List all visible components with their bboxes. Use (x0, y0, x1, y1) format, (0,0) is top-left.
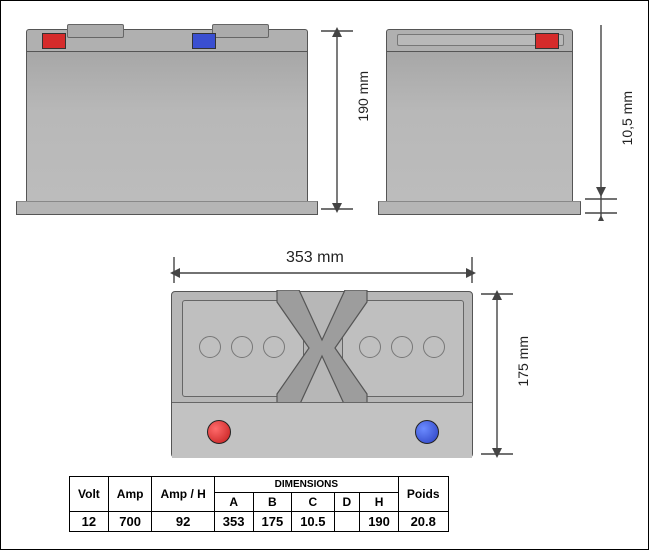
front-view-foot (16, 201, 318, 215)
side-view-cap (386, 29, 573, 52)
val-amp: 700 (108, 512, 152, 532)
col-D: D (334, 493, 360, 512)
val-volt: 12 (70, 512, 109, 532)
topview-depth-label: 175 mm (515, 336, 531, 387)
col-C: C (292, 493, 334, 512)
front-view-cap (26, 29, 308, 52)
col-poids: Poids (398, 477, 448, 512)
top-view-vents-left (194, 336, 290, 363)
top-view-body (171, 291, 473, 458)
front-neg-terminal (192, 33, 216, 49)
val-A: 353 (214, 512, 253, 532)
side-foot-axis (583, 21, 619, 221)
front-pos-terminal (42, 33, 66, 49)
val-H: 190 (360, 512, 399, 532)
battery-dimension-diagram: 190 mm 10,5 mm 353 mm (0, 0, 649, 550)
topview-depth-axis (479, 286, 515, 462)
front-height-label: 190 mm (355, 71, 371, 122)
col-dimensions: DIMENSIONS (214, 477, 398, 493)
front-view-body (26, 51, 308, 203)
col-H: H (360, 493, 399, 512)
top-view-vents-right (354, 336, 450, 363)
val-C: 10.5 (292, 512, 334, 532)
side-foot-label: 10,5 mm (619, 91, 635, 145)
val-poids: 20.8 (398, 512, 448, 532)
spec-table: Volt Amp Amp / H DIMENSIONS Poids A B C … (69, 476, 449, 532)
table-row: 12 700 92 353 175 10.5 190 20.8 (70, 512, 449, 532)
topview-width-label: 353 mm (286, 249, 344, 267)
val-B: 175 (253, 512, 292, 532)
col-volt: Volt (70, 477, 109, 512)
top-view-shelf (172, 402, 472, 458)
col-B: B (253, 493, 292, 512)
col-A: A (214, 493, 253, 512)
col-amp: Amp (108, 477, 152, 512)
val-D (334, 512, 360, 532)
side-pos-terminal (535, 33, 559, 49)
top-view-neg-terminal (415, 420, 439, 444)
val-amph: 92 (152, 512, 214, 532)
side-view-body (386, 51, 573, 203)
side-view-foot (378, 201, 581, 215)
col-amph: Amp / H (152, 477, 214, 512)
front-height-axis (319, 25, 355, 215)
top-view-pos-terminal (207, 420, 231, 444)
